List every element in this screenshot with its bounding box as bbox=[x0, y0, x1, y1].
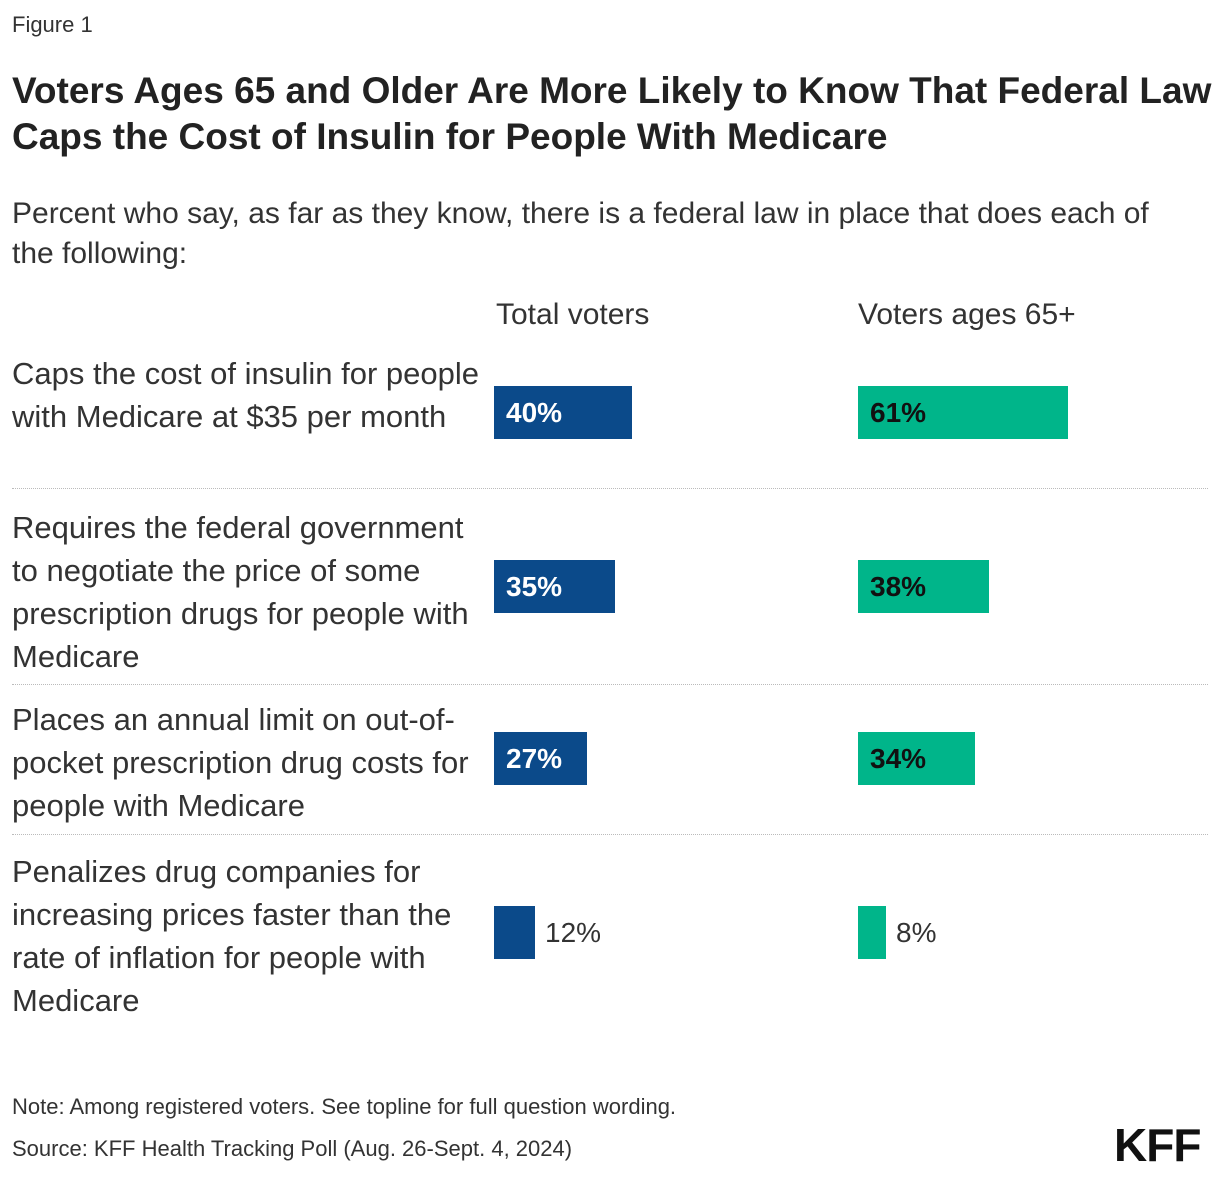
bar-total-voters bbox=[494, 560, 615, 613]
chart-title: Voters Ages 65 and Older Are More Likely… bbox=[12, 70, 1212, 157]
column-header-voters-65-plus: Voters ages 65+ bbox=[858, 298, 1076, 331]
data-label-total-voters: 27% bbox=[506, 743, 563, 774]
bar-voters-65-plus bbox=[858, 560, 989, 613]
column-header-total-voters: Total voters bbox=[496, 298, 650, 331]
chart-note: Note: Among registered voters. See topli… bbox=[12, 1094, 677, 1119]
category-label: Requires the federal government to negot… bbox=[12, 510, 469, 674]
category-label: Caps the cost of insulin for people with… bbox=[12, 356, 479, 434]
row-divider bbox=[12, 488, 1208, 489]
bar-voters-65-plus bbox=[858, 386, 1068, 439]
figure-label: Figure 1 bbox=[12, 12, 93, 37]
data-label-voters-65-plus: 61% bbox=[870, 397, 927, 428]
data-label-total-voters: 12% bbox=[545, 917, 602, 948]
chart-subtitle: Percent who say, as far as they know, th… bbox=[12, 197, 1149, 270]
data-label-voters-65-plus: 8% bbox=[896, 917, 937, 948]
kff-logo: KFF bbox=[1114, 1119, 1201, 1171]
data-label-total-voters: 40% bbox=[506, 397, 563, 428]
category-label: Places an annual limit on out-of-pocket … bbox=[12, 702, 469, 823]
bar-voters-65-plus bbox=[858, 732, 975, 785]
bar-total-voters bbox=[494, 732, 587, 785]
data-label-voters-65-plus: 38% bbox=[870, 571, 927, 602]
bar-voters-65-plus bbox=[858, 906, 886, 959]
row-divider bbox=[12, 834, 1208, 835]
data-label-voters-65-plus: 34% bbox=[870, 743, 927, 774]
bar-total-voters bbox=[494, 906, 535, 959]
chart-source: Source: KFF Health Tracking Poll (Aug. 2… bbox=[12, 1136, 573, 1161]
category-label: Penalizes drug companies for increasing … bbox=[12, 854, 452, 1018]
bar-total-voters bbox=[494, 386, 632, 439]
row-divider bbox=[12, 684, 1208, 685]
data-label-total-voters: 35% bbox=[506, 571, 563, 602]
